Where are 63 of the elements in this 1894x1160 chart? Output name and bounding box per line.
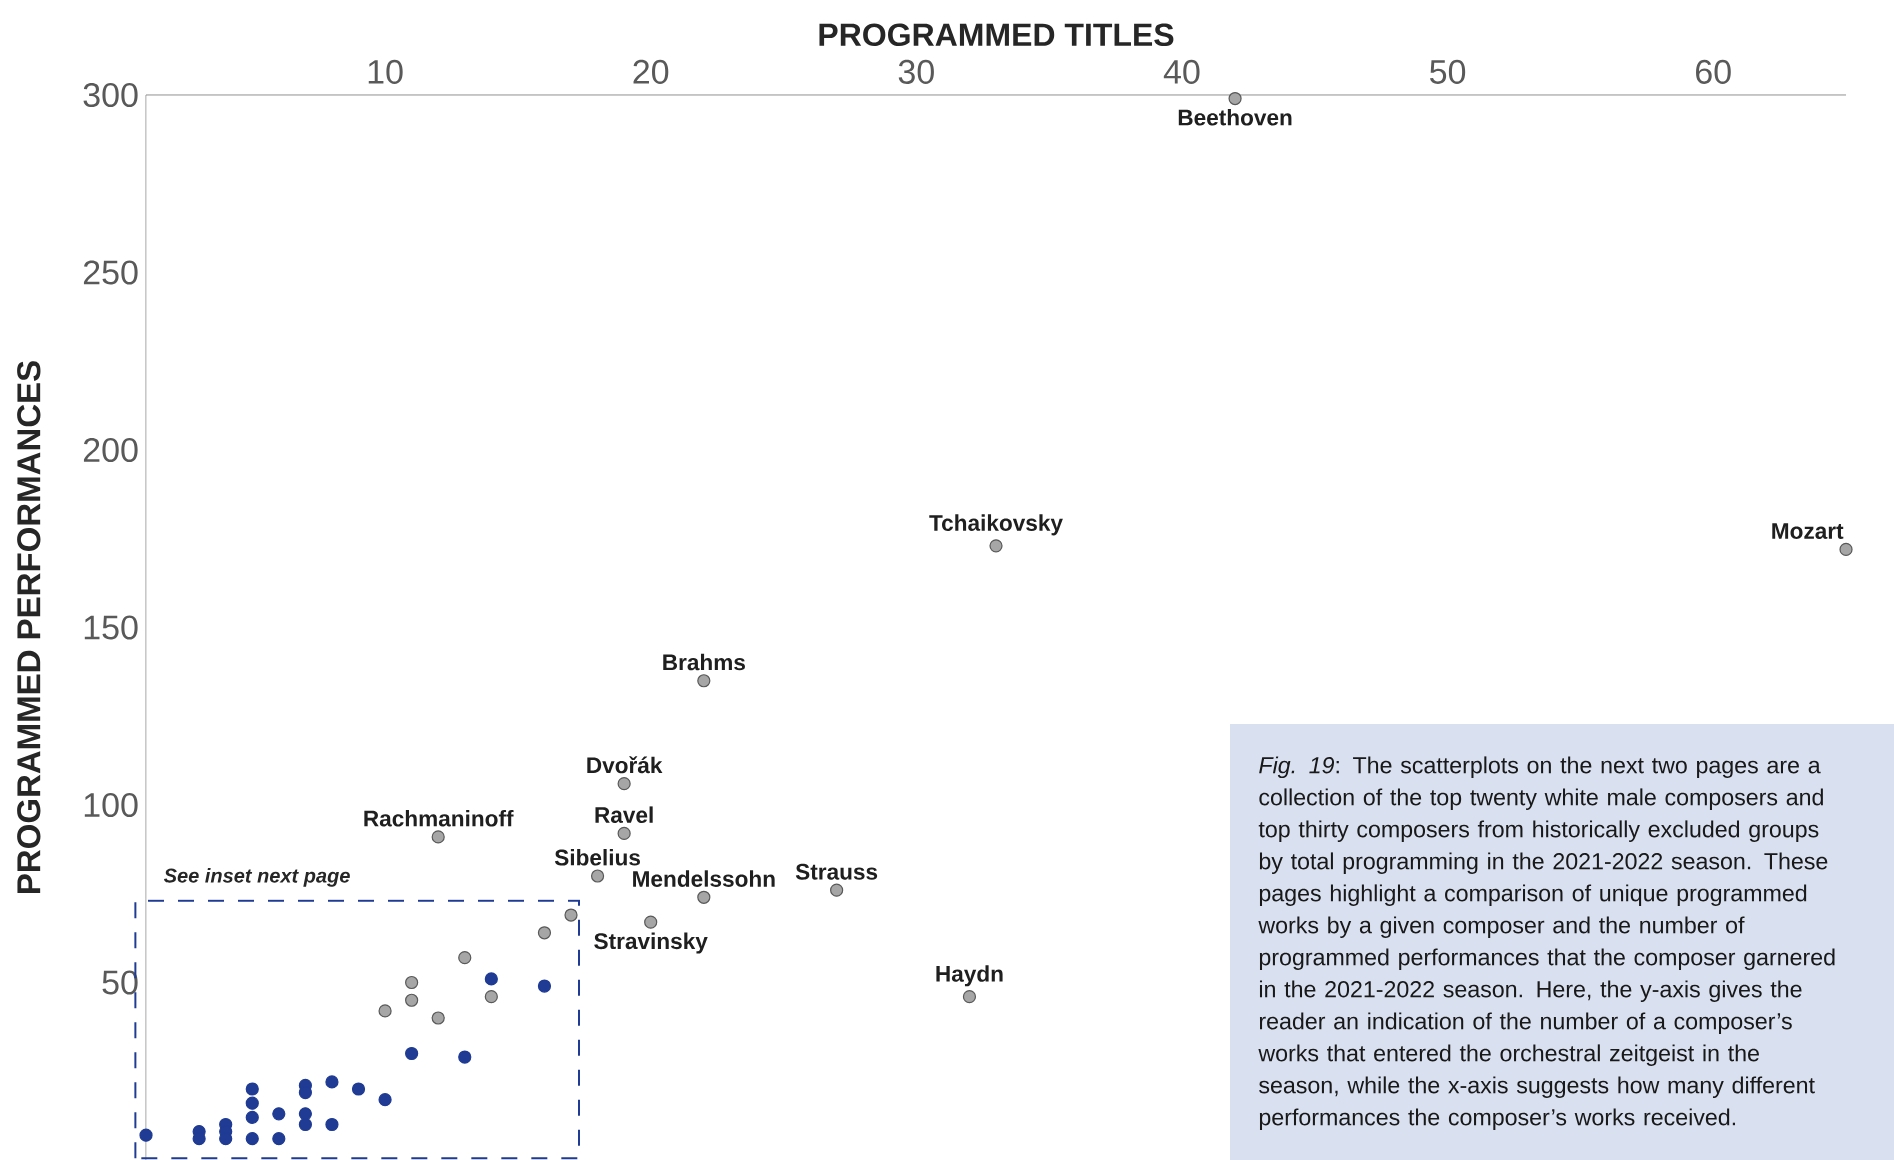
point (245, 1110, 259, 1124)
point (697, 674, 711, 688)
point (697, 890, 711, 904)
annotation: Rachmaninoff (364, 809, 514, 827)
annotation: Sibelius (554, 848, 640, 866)
y-tick-label: 100 (84, 792, 138, 818)
point (484, 990, 498, 1004)
annotation: Mozart (1772, 523, 1844, 539)
point (962, 990, 977, 1004)
x-tick-label: 20 (633, 59, 669, 84)
point (245, 1096, 259, 1110)
point (830, 883, 844, 897)
x-tick-label: 40 (1163, 59, 1200, 84)
annotation: Beethoven (1178, 108, 1292, 126)
x-tick-label: 30 (898, 59, 934, 84)
annotation: See inset next page (163, 868, 350, 887)
annotation: Stravinsky (594, 932, 708, 954)
point (378, 1093, 392, 1107)
y-tick-label: 200 (83, 437, 138, 463)
annotation: Mendelssohn (633, 870, 775, 887)
point (1839, 542, 1853, 556)
y-tick-label: 300 (83, 82, 138, 108)
annotation: Haydn (936, 965, 1003, 987)
y-tick-label: 250 (83, 260, 138, 285)
x-tick-label: 10 (368, 59, 403, 84)
annotation: Tchaikovsky (929, 514, 1063, 536)
x-tick-label: 50 (1430, 59, 1466, 84)
y-tick-label: 50 (102, 970, 138, 995)
point (989, 539, 1003, 553)
point (1228, 91, 1242, 106)
point (617, 777, 631, 791)
y-tick-label: 150 (84, 615, 138, 640)
point (298, 1107, 312, 1121)
point (431, 1011, 445, 1025)
point (325, 1117, 339, 1132)
point (590, 869, 605, 883)
point (405, 993, 419, 1007)
point (378, 1004, 392, 1018)
point (405, 1046, 419, 1061)
point (431, 830, 445, 844)
point (139, 1128, 153, 1142)
point (458, 1050, 472, 1064)
annotation: Strauss (795, 863, 878, 880)
point (484, 972, 498, 986)
text: Fig. 19: The scatterplots on the next two pages are a collection of the top twenty white male composers and top thirty composers from historically excluded groups by total programming in the 2021-2022 season. These pages highlight a comparison of unique programmed works by a given composer and the number of programmed performances that the composer garnered in the 2021-2022 season. Here, the y-axis gives the reader an indication of the number of a composer’s works that entered the orchestral zeitgeist in the season, while the x-axis suggests how many different performances the composer’s works received. (1258, 756, 1835, 1131)
point (298, 1117, 312, 1132)
point (537, 979, 552, 993)
x-axis-title: PROGRAMMED TITLES (819, 23, 1174, 47)
point (405, 975, 419, 990)
point (325, 1075, 339, 1089)
point (564, 908, 578, 922)
point (537, 926, 552, 940)
point (458, 951, 472, 965)
annotation: Brahms (663, 653, 745, 671)
point (644, 915, 658, 929)
point (617, 826, 631, 840)
x-tick-label: 60 (1696, 59, 1731, 84)
annotation: Dvořák (587, 756, 663, 774)
point (272, 1107, 286, 1121)
annotation: Ravel (595, 806, 653, 823)
y-axis-title: PROGRAMMED PERFORMANCES (17, 361, 41, 893)
point (245, 1082, 259, 1096)
point (351, 1082, 366, 1096)
